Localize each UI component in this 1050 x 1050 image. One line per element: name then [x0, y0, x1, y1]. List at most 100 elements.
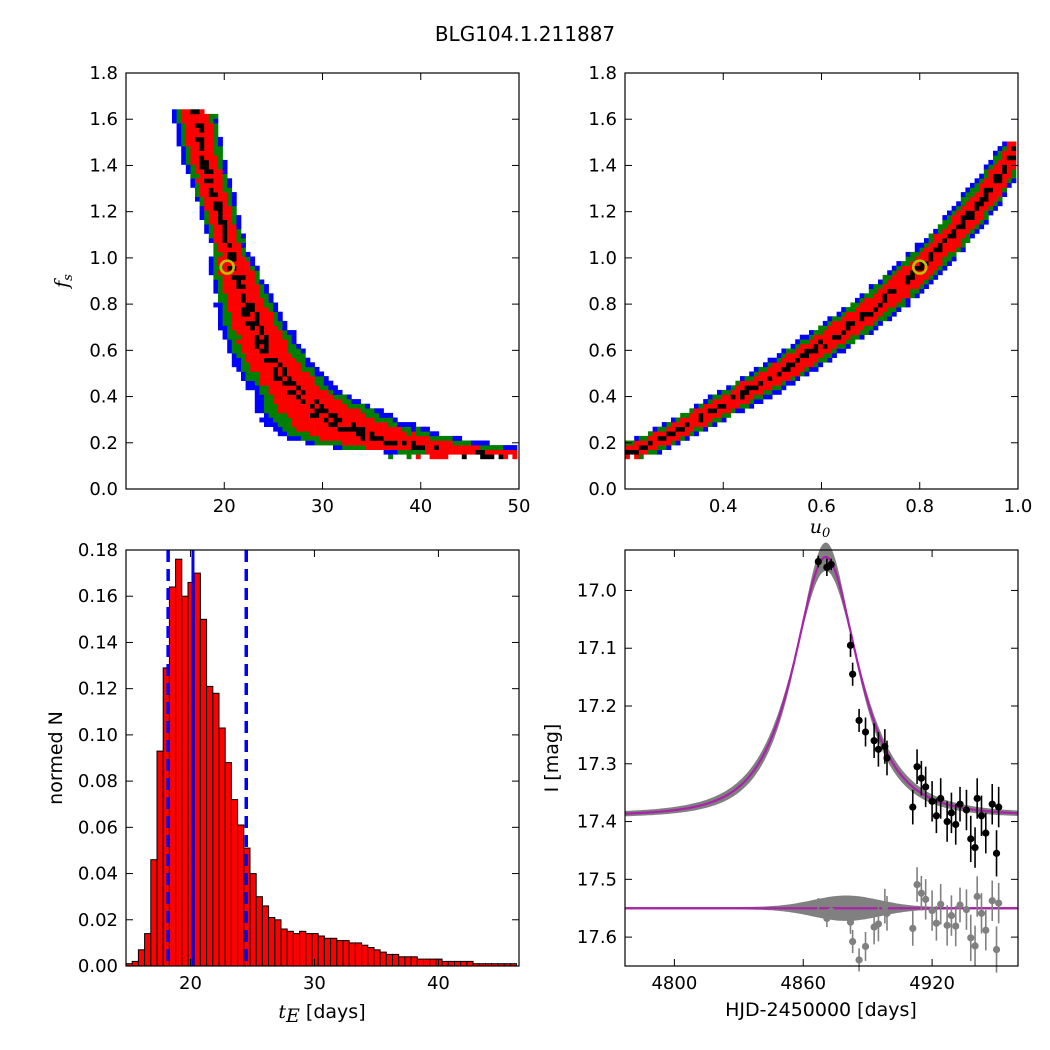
density-cell	[730, 408, 736, 414]
density-cell	[185, 155, 191, 161]
density-cell	[666, 422, 672, 427]
histogram-bar	[367, 947, 375, 967]
density-cell	[218, 297, 223, 303]
density-cell	[452, 440, 458, 446]
density-cell	[684, 422, 690, 427]
density-cell	[997, 192, 1003, 197]
density-cell	[666, 435, 672, 441]
data-point	[995, 803, 1003, 811]
density-cell	[809, 357, 814, 363]
density-cell	[310, 385, 315, 391]
density-cell	[204, 123, 210, 128]
density-cell	[291, 399, 297, 404]
density-cell	[951, 238, 957, 243]
density-cell	[231, 270, 237, 276]
density-cell	[781, 348, 787, 354]
density-cell	[241, 316, 246, 322]
density-cell	[300, 431, 306, 437]
density-cell	[227, 251, 233, 257]
density-cell	[703, 426, 709, 432]
density-cell	[887, 274, 893, 280]
density-cell	[222, 215, 228, 220]
density-cell	[832, 325, 837, 331]
density-cell	[698, 408, 704, 414]
density-cell	[282, 380, 288, 386]
density-cell	[763, 380, 768, 386]
density-cell	[250, 288, 256, 294]
density-cell	[374, 408, 380, 414]
density-cell	[195, 146, 200, 151]
density-cell	[227, 261, 233, 266]
density-cell	[287, 380, 292, 386]
density-cell	[259, 353, 265, 358]
density-cell	[379, 422, 384, 427]
density-cell	[282, 408, 288, 414]
density-cell	[287, 371, 292, 377]
density-cell	[213, 141, 219, 147]
histogram-bar	[299, 930, 307, 967]
density-cell	[291, 431, 297, 437]
density-cell	[634, 435, 640, 441]
density-cell	[721, 412, 727, 418]
density-cell	[222, 201, 228, 207]
density-cell	[402, 440, 407, 446]
density-cell	[374, 426, 380, 432]
density-cell	[245, 311, 251, 317]
density-cell	[429, 440, 435, 446]
density-cell	[337, 417, 343, 423]
density-cell	[960, 224, 966, 230]
density-cell	[356, 422, 361, 427]
density-cell	[822, 334, 828, 340]
density-cell	[937, 233, 943, 239]
density-cell	[227, 302, 233, 308]
density-cell	[781, 371, 787, 377]
density-cell	[365, 435, 371, 441]
density-cell	[181, 113, 187, 119]
density-cell	[850, 330, 856, 335]
density-cell	[979, 205, 985, 211]
density-cell	[997, 182, 1003, 188]
density-cell	[928, 274, 934, 280]
density-cell	[218, 325, 223, 331]
density-cell	[772, 385, 778, 391]
y-tick-label: 0.4	[588, 387, 617, 408]
density-cell	[983, 205, 989, 211]
density-cell	[218, 182, 223, 188]
density-cell	[213, 132, 219, 138]
density-cell	[231, 325, 237, 331]
density-cell	[841, 348, 847, 354]
density-cell	[264, 366, 269, 372]
density-cell	[185, 141, 191, 147]
density-cell	[979, 196, 985, 202]
density-cell	[901, 265, 906, 271]
density-cell	[323, 376, 329, 381]
density-cell	[896, 288, 902, 294]
density-cell	[947, 210, 952, 216]
density-cell	[974, 210, 980, 216]
density-cell	[328, 394, 334, 400]
density-cell	[905, 270, 911, 276]
density-cell	[287, 385, 292, 391]
density-cell	[937, 261, 943, 266]
density-cell	[974, 228, 980, 234]
density-cell	[204, 141, 210, 147]
density-cell	[346, 440, 352, 446]
density-cell	[282, 353, 288, 358]
y-tick-label: 0.4	[89, 387, 118, 408]
density-cell	[190, 155, 196, 161]
density-cell	[845, 316, 851, 322]
density-cell	[1011, 178, 1017, 184]
density-cell	[666, 440, 672, 446]
density-cell	[822, 353, 828, 358]
density-cell	[411, 426, 417, 432]
density-cell	[305, 394, 311, 400]
density-cell	[1006, 150, 1012, 156]
density-cell	[218, 219, 223, 225]
density-cell	[965, 192, 971, 197]
density-cell	[208, 136, 214, 142]
density-cell	[721, 417, 727, 423]
density-cell	[282, 362, 288, 368]
density-cell	[351, 403, 357, 409]
density-cell	[208, 146, 214, 151]
density-cell	[970, 182, 975, 188]
